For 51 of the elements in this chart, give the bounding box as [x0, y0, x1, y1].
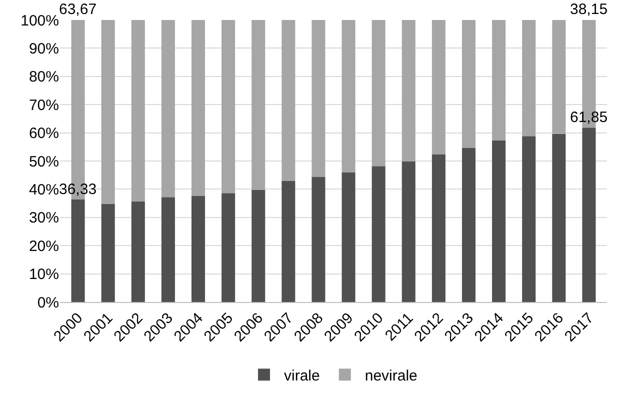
legend-label: nevirale [364, 368, 418, 384]
bar [191, 20, 206, 196]
bar [522, 20, 536, 136]
y-tick-label: 20% [28, 238, 59, 255]
data-label: 36,33 [59, 181, 97, 198]
bar [462, 148, 476, 302]
data-label: 63,67 [59, 1, 97, 18]
bar [312, 176, 326, 302]
bar [402, 20, 416, 162]
bar [492, 20, 506, 140]
y-tick-label: 70% [28, 96, 59, 114]
y-tick-label: 10% [28, 266, 59, 284]
bar [432, 20, 446, 155]
bar [432, 154, 446, 302]
data-label: 38,15 [570, 1, 608, 18]
bar [492, 140, 506, 302]
bar [462, 20, 476, 148]
bar [191, 196, 206, 302]
bar [372, 20, 386, 166]
bar [252, 20, 266, 190]
bar [161, 197, 175, 302]
bar [552, 134, 566, 302]
bar [522, 136, 536, 302]
y-tick-label: 90% [28, 40, 59, 58]
bar [342, 20, 356, 172]
bar [312, 20, 326, 177]
legend-label: virale [284, 368, 320, 384]
bar [222, 193, 236, 302]
bar [161, 20, 175, 198]
bar [372, 166, 386, 302]
bar [582, 128, 596, 302]
bar [342, 172, 356, 302]
y-tick-label: 60% [28, 125, 59, 142]
bar [282, 20, 296, 182]
bar [552, 20, 566, 134]
y-tick-label: 100% [20, 12, 59, 30]
bar [402, 162, 416, 302]
y-tick-label: 50% [28, 153, 59, 170]
bar [101, 20, 115, 204]
y-tick-label: 80% [28, 68, 59, 86]
bar [131, 201, 145, 302]
data-label: 61,85 [570, 109, 608, 126]
y-tick-label: 30% [28, 210, 59, 227]
bar [131, 20, 145, 202]
y-tick-label: 40% [28, 181, 59, 198]
bar [282, 181, 296, 302]
bar [101, 204, 115, 302]
bar [252, 190, 266, 302]
y-tick-label: 0% [37, 294, 59, 312]
bar [222, 20, 236, 194]
bar [71, 200, 85, 302]
